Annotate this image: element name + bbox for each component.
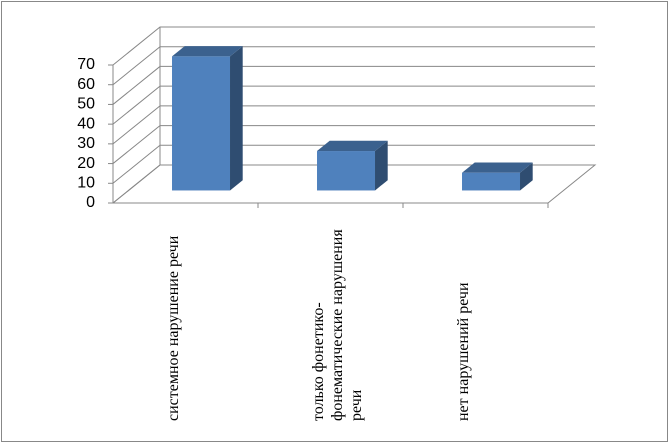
y-tick-label: 70: [77, 56, 95, 73]
bar: [317, 151, 376, 191]
x-tick-label: системное нарушение речи: [164, 235, 182, 421]
x-tick-label: нет нарушений речи: [454, 282, 472, 421]
y-tick-label: 20: [77, 155, 95, 172]
y-tick-label: 60: [77, 76, 95, 93]
bar-top: [462, 162, 533, 173]
grid-line: [112, 164, 595, 204]
bar-top: [317, 140, 388, 152]
grid-line: [112, 26, 595, 66]
grid-line: [112, 46, 595, 86]
y-tick-label: 30: [77, 135, 95, 152]
bar-side: [520, 162, 533, 191]
y-tick-label: 50: [77, 96, 95, 113]
bar: [462, 172, 521, 191]
bar: [172, 56, 231, 191]
grid-line: [112, 65, 595, 105]
y-tick-label: 10: [77, 175, 95, 192]
grid-line: [112, 105, 595, 145]
bar-side: [230, 46, 243, 191]
y-tick-label: 40: [77, 115, 95, 132]
grid-line: [112, 125, 595, 164]
bar-side: [375, 140, 388, 191]
y-tick-label: 0: [86, 194, 95, 211]
grid-line: [112, 144, 595, 184]
bar-top: [172, 46, 243, 57]
x-tick-label: только фонетико-фонематические нарушения…: [309, 229, 365, 421]
grid-line: [112, 85, 595, 125]
